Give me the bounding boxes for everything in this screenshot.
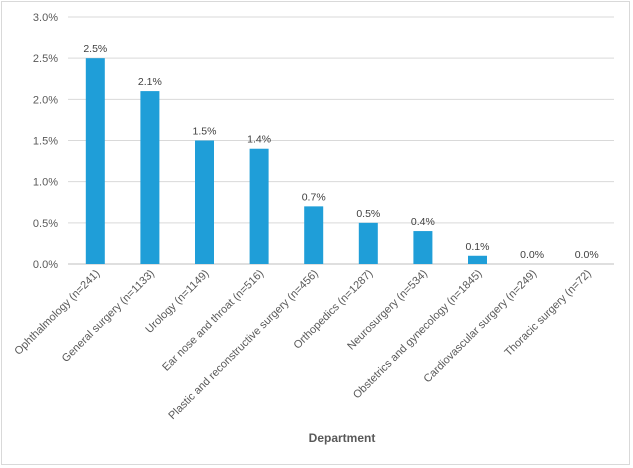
x-axis-title: Department bbox=[309, 431, 376, 445]
data-label: 2.5% bbox=[83, 43, 107, 55]
y-tick-label: 1.5% bbox=[33, 136, 58, 148]
data-label: 0.5% bbox=[356, 208, 380, 220]
x-tick-label: General surgery (n=1133) bbox=[60, 268, 157, 365]
bars bbox=[85, 58, 487, 264]
bar bbox=[413, 231, 433, 264]
bar bbox=[140, 91, 160, 264]
data-label: 0.0% bbox=[520, 249, 544, 261]
data-label: 0.7% bbox=[302, 191, 326, 203]
y-tick-label: 2.0% bbox=[33, 94, 58, 106]
bar bbox=[249, 148, 269, 264]
data-label: 1.4% bbox=[247, 134, 271, 146]
bar bbox=[304, 206, 324, 264]
bar bbox=[468, 255, 487, 264]
y-axis-ticks: 0.0% 0.5% 1.0% 1.5% 2.0% 2.5% 3.0% bbox=[33, 12, 58, 271]
bar bbox=[195, 140, 214, 264]
y-tick-label: 2.5% bbox=[33, 53, 58, 65]
data-label: 1.5% bbox=[193, 126, 217, 138]
data-label: 0.4% bbox=[411, 216, 435, 228]
y-tick-label: 0.0% bbox=[33, 259, 58, 271]
y-tick-label: 0.5% bbox=[33, 218, 58, 230]
data-label: 0.0% bbox=[575, 249, 599, 261]
data-label: 2.1% bbox=[138, 76, 162, 88]
data-label: 0.1% bbox=[466, 241, 490, 253]
y-tick-label: 3.0% bbox=[33, 12, 58, 24]
x-axis-ticks: Ophthalmology (n=241)General surgery (n=… bbox=[12, 268, 593, 422]
x-tick-label: Ear nose and throat (n=516) bbox=[160, 268, 266, 374]
bar bbox=[85, 58, 105, 264]
y-tick-label: 1.0% bbox=[33, 177, 58, 189]
data-labels: 2.5% 2.1% 1.5% 1.4% 0.7% 0.5% 0.4% 0.1% 0.0% 0.0% bbox=[83, 43, 598, 261]
x-tick-label: Cardiovascular surgery (n=249) bbox=[422, 268, 540, 386]
bar bbox=[358, 222, 378, 264]
